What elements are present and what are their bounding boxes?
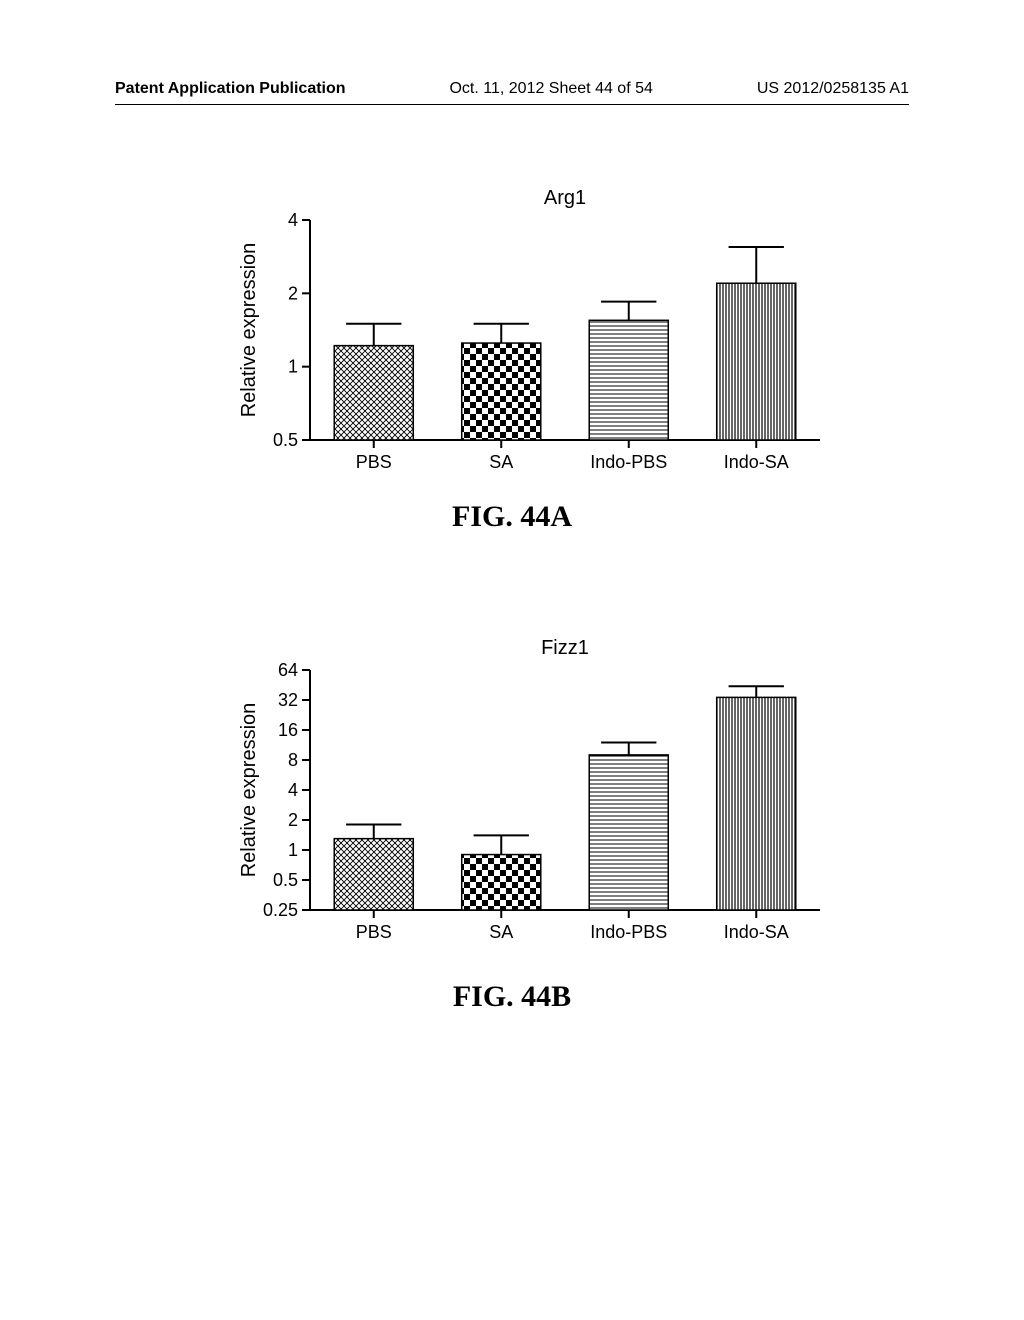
- svg-text:SA: SA: [489, 922, 513, 942]
- header-left: Patent Application Publication: [115, 80, 346, 98]
- page-header: Patent Application Publication Oct. 11, …: [0, 80, 1024, 98]
- chart-fizz1: Fizz1 0.25 0.5 1 2 4 8 16 32 64 PBS SA Indo-PBS Indo-…: [200, 630, 840, 960]
- header-mid: Oct. 11, 2012 Sheet 44 of 54: [449, 80, 652, 98]
- svg-text:Arg1: Arg1: [544, 187, 586, 209]
- chart-arg1-svg: Arg1 0.5 1 2 4 PBS SA Indo-PBS Indo-SA Relative e…: [200, 180, 840, 490]
- chart-arg1: Arg1 0.5 1 2 4 PBS SA Indo-PBS Indo-SA Relative e…: [200, 180, 840, 490]
- svg-text:Indo-PBS: Indo-PBS: [590, 922, 667, 942]
- svg-text:32: 32: [278, 690, 298, 710]
- figure-caption-b: FIG. 44B: [0, 980, 1024, 1014]
- svg-text:Indo-SA: Indo-SA: [724, 452, 789, 472]
- svg-text:0.5: 0.5: [273, 870, 298, 890]
- chart-fizz1-svg: Fizz1 0.25 0.5 1 2 4 8 16 32 64 PBS SA Indo-PBS Indo-…: [200, 630, 840, 960]
- svg-text:4: 4: [288, 210, 298, 230]
- svg-text:PBS: PBS: [356, 452, 392, 472]
- svg-text:16: 16: [278, 720, 298, 740]
- svg-text:SA: SA: [489, 452, 513, 472]
- svg-text:Fizz1: Fizz1: [541, 637, 589, 659]
- svg-text:1: 1: [288, 840, 298, 860]
- svg-text:0.25: 0.25: [263, 900, 298, 920]
- svg-text:Indo-SA: Indo-SA: [724, 922, 789, 942]
- svg-text:2: 2: [288, 810, 298, 830]
- svg-text:PBS: PBS: [356, 922, 392, 942]
- header-divider: [115, 104, 909, 105]
- svg-text:Indo-PBS: Indo-PBS: [590, 452, 667, 472]
- page: Patent Application Publication Oct. 11, …: [0, 0, 1024, 1320]
- svg-text:1: 1: [288, 357, 298, 377]
- svg-text:Relative expression: Relative expression: [238, 703, 260, 878]
- svg-text:4: 4: [288, 780, 298, 800]
- header-right: US 2012/0258135 A1: [757, 80, 909, 98]
- svg-text:2: 2: [288, 283, 298, 303]
- svg-text:64: 64: [278, 660, 298, 680]
- svg-text:0.5: 0.5: [273, 430, 298, 450]
- svg-text:8: 8: [288, 750, 298, 770]
- figure-caption-a: FIG. 44A: [0, 500, 1024, 534]
- svg-text:Relative expression: Relative expression: [238, 243, 260, 418]
